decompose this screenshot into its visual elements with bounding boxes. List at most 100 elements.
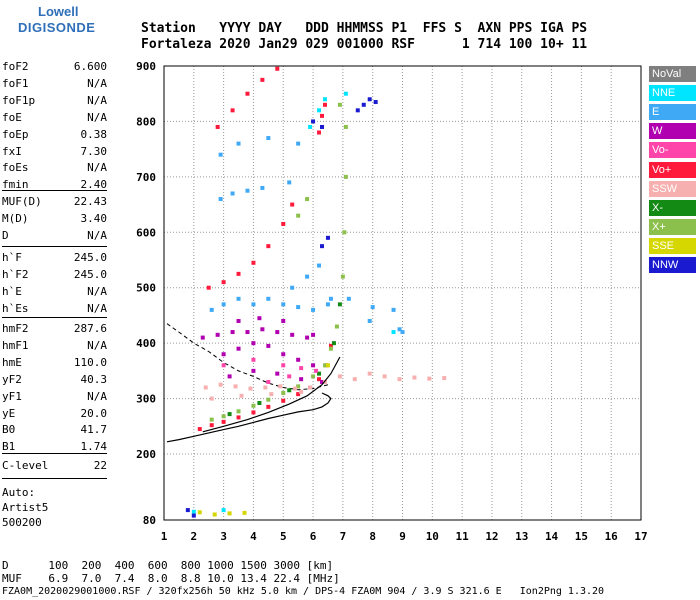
param-name: C-level bbox=[2, 459, 49, 472]
point-e bbox=[305, 274, 310, 279]
point-w bbox=[299, 377, 304, 382]
point-w bbox=[311, 363, 316, 368]
param-name: foEp bbox=[2, 127, 29, 141]
point-nnw bbox=[373, 100, 378, 105]
point-e bbox=[391, 307, 396, 312]
point-vo bbox=[221, 419, 226, 424]
point-ssw bbox=[218, 382, 223, 387]
param-value: N/A bbox=[87, 228, 107, 242]
param-value: 6.600 bbox=[73, 60, 107, 73]
point-x bbox=[296, 213, 301, 218]
param-name: B1 bbox=[2, 440, 16, 454]
param-name: h`F2 bbox=[2, 267, 29, 281]
point-w bbox=[266, 343, 271, 348]
param-name: foEs bbox=[2, 161, 29, 175]
point-e bbox=[325, 302, 330, 307]
param-value: 7.30 bbox=[80, 144, 108, 158]
point-sse bbox=[242, 510, 247, 515]
point-x bbox=[343, 124, 348, 129]
point-ssw bbox=[397, 377, 402, 382]
y-tick-label: 600 bbox=[136, 226, 156, 239]
point-w bbox=[275, 330, 280, 335]
point-ssw bbox=[233, 384, 238, 389]
legend-item-e: E bbox=[649, 104, 696, 121]
param-row-md: M(D) 3.40 bbox=[2, 212, 107, 228]
param-name: fmin bbox=[2, 178, 29, 192]
x-tick-label: 5 bbox=[280, 530, 287, 543]
param-row-fmin: fmin 2.40 bbox=[2, 178, 107, 194]
point-sse bbox=[197, 510, 202, 515]
param-row-d: D N/A bbox=[2, 229, 107, 245]
point-ssw bbox=[367, 371, 372, 376]
scaling-note: Auto: bbox=[2, 486, 36, 499]
point-e bbox=[266, 136, 271, 141]
x-tick-label: 14 bbox=[545, 530, 559, 543]
point-w bbox=[305, 335, 310, 340]
point-ssw bbox=[209, 396, 214, 401]
point-ssw bbox=[442, 376, 447, 381]
point-vo bbox=[281, 363, 286, 368]
point-nne bbox=[308, 124, 313, 129]
param-name: h`Es bbox=[2, 301, 29, 315]
param-row-b1: B1 1.74 bbox=[2, 440, 107, 456]
point-nnw bbox=[320, 244, 325, 249]
point-vo bbox=[314, 368, 319, 373]
point-ssw bbox=[239, 393, 244, 398]
point-nnw bbox=[191, 513, 196, 518]
x-tick-label: 6 bbox=[310, 530, 317, 543]
param-name: foE bbox=[2, 110, 22, 124]
point-w bbox=[236, 346, 241, 351]
point-vo bbox=[266, 404, 271, 409]
point-e bbox=[218, 152, 223, 157]
point-x bbox=[209, 417, 214, 422]
point-vo bbox=[290, 202, 295, 207]
point-e bbox=[260, 185, 265, 190]
y-tick-label: 400 bbox=[136, 337, 156, 350]
logo-digisonde-text: DIGISONDE bbox=[18, 20, 96, 35]
param-separator bbox=[2, 317, 107, 318]
x-tick-label: 8 bbox=[369, 530, 376, 543]
point-ssw bbox=[269, 392, 274, 397]
point-w bbox=[251, 341, 256, 346]
param-name: yF1 bbox=[2, 389, 22, 403]
point-w bbox=[260, 327, 265, 332]
point-vo bbox=[266, 379, 271, 384]
point-x bbox=[331, 341, 336, 346]
param-value: 22 bbox=[93, 459, 107, 472]
param-value: N/A bbox=[87, 389, 107, 403]
point-x bbox=[236, 409, 241, 414]
point-w bbox=[275, 371, 280, 376]
point-nnw bbox=[367, 97, 372, 102]
param-row-fof2: foF2 6.600 bbox=[2, 60, 107, 76]
point-e bbox=[266, 296, 271, 301]
legend-item-x: X+ bbox=[649, 218, 696, 235]
x-tick-label: 15 bbox=[575, 530, 588, 543]
point-x bbox=[251, 403, 256, 408]
param-row-yf2: yF2 40.3 bbox=[2, 373, 107, 389]
point-vo bbox=[322, 102, 327, 107]
point-ssw bbox=[263, 385, 268, 390]
point-w bbox=[251, 368, 256, 373]
param-row-foep: foEp 0.38 bbox=[2, 128, 107, 144]
param-value: 245.0 bbox=[73, 251, 107, 264]
point-vo bbox=[245, 91, 250, 96]
param-row-fof1p: foF1p N/A bbox=[2, 94, 107, 110]
point-w bbox=[230, 330, 235, 335]
point-e bbox=[281, 302, 286, 307]
point-w bbox=[257, 316, 262, 321]
point-x bbox=[296, 384, 301, 389]
scaling-note: 500200 bbox=[2, 516, 42, 529]
param-name: B0 bbox=[2, 423, 16, 437]
param-value: N/A bbox=[87, 284, 107, 298]
point-x bbox=[342, 230, 347, 235]
point-sse bbox=[212, 512, 217, 517]
point-ssw bbox=[308, 385, 313, 390]
point-nne bbox=[191, 509, 196, 514]
point-vo bbox=[296, 392, 301, 397]
point-vo bbox=[317, 377, 322, 382]
param-name: yE bbox=[2, 406, 16, 420]
point-ssw bbox=[322, 379, 327, 384]
param-value: N/A bbox=[87, 76, 107, 90]
legend-item-w: W bbox=[649, 123, 696, 140]
point-vo bbox=[251, 357, 256, 362]
